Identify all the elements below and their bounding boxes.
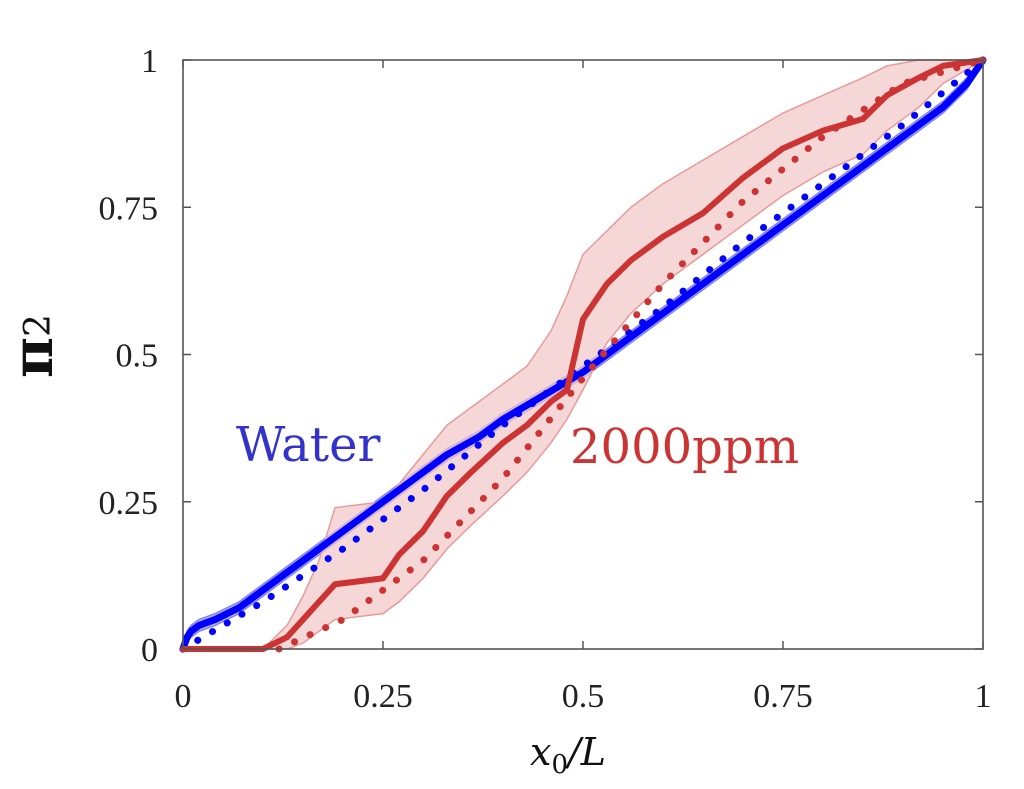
x-tick-label: 0 (175, 678, 192, 715)
y-tick-label: 1 (141, 43, 158, 80)
y-axis-label: π2 (0, 314, 66, 378)
y-tick-label: 0 (141, 632, 158, 669)
series-lines (179, 56, 987, 653)
y-axis-label-sub: 2 (18, 314, 59, 337)
x-tick-label: 0.25 (353, 678, 413, 715)
x-tick-label: 1 (975, 678, 992, 715)
y-tick-label: 0.5 (116, 338, 159, 375)
x-tick-label: 0.75 (753, 678, 813, 715)
x-axis-label-rest: /L (564, 730, 606, 774)
x-tick-label: 0.5 (562, 678, 605, 715)
tick-labels: 0 0.25 0.5 0.75 1 0 0.25 0.5 0.75 1 (99, 43, 992, 715)
svg-text:π2: π2 (0, 314, 66, 378)
annotation-water: Water (236, 417, 380, 473)
2000ppm-mean-line (180, 57, 986, 652)
water-reference-line (179, 56, 987, 653)
annotation-2000ppm: 2000ppm (570, 419, 799, 475)
x-axis-label: x0/L (530, 730, 606, 780)
axis-ticks (182, 59, 984, 650)
water-mean-line (179, 56, 987, 653)
x-axis-label-sub: 0 (551, 750, 568, 780)
y-tick-label: 0.75 (99, 190, 159, 227)
2000ppm-reference-line (275, 56, 987, 653)
svg-text:x0/L: x0/L (530, 730, 606, 780)
y-axis-label-main: π (0, 337, 66, 378)
x-axis-label-main: x (530, 730, 551, 774)
y-tick-label: 0.25 (99, 485, 159, 522)
